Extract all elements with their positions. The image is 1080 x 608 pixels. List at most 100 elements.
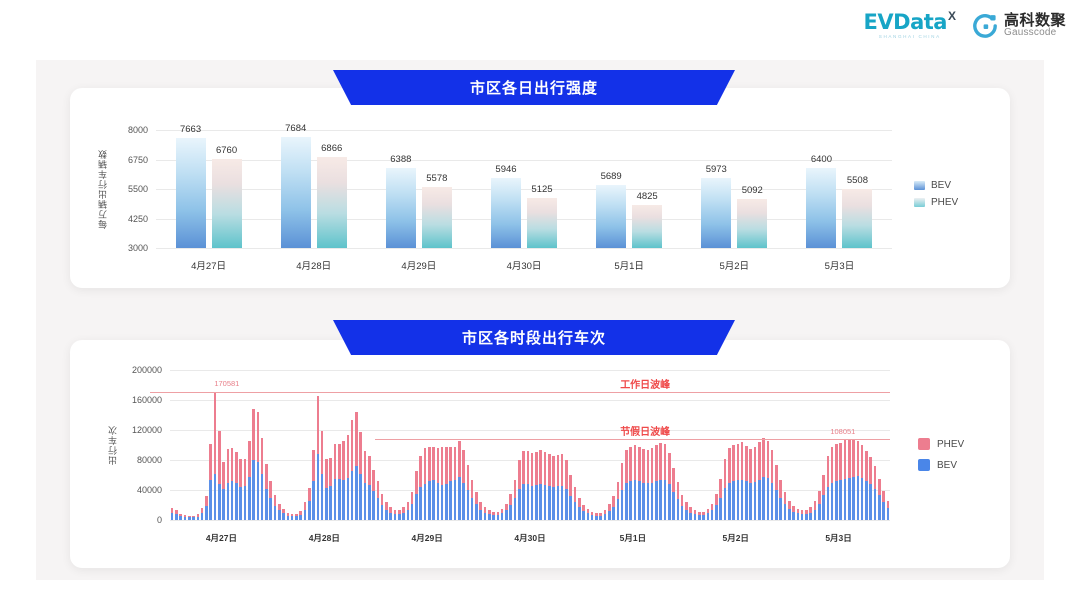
stack-segment-bev: [513, 497, 517, 520]
stack-segment-bev: [719, 497, 723, 520]
stacked-bar: [230, 448, 234, 520]
stack-segment-bev: [303, 509, 307, 520]
stack-segment-bev: [689, 512, 693, 520]
stack-segment-phev: [757, 442, 761, 480]
stacked-bar: [492, 511, 495, 520]
stack-segment-bev: [483, 512, 487, 520]
stack-segment-phev: [445, 447, 448, 484]
stack-segment-phev: [766, 441, 770, 478]
stack-segment-bev: [817, 503, 821, 520]
bar-value-label: 5946: [495, 164, 517, 176]
stack-segment-bev: [509, 505, 513, 520]
stack-segment-phev: [616, 481, 620, 499]
stack-segment-phev: [715, 493, 718, 505]
stacked-bar: [406, 502, 410, 520]
stack-segment-phev: [599, 512, 603, 516]
stack-segment-phev: [856, 440, 860, 476]
stacked-bar: [423, 448, 427, 520]
stacked-bar: [582, 505, 585, 520]
x-axis-label: 4月29日: [411, 533, 443, 543]
stack-segment-phev: [650, 448, 654, 483]
stacked-bar: [783, 492, 787, 520]
stack-segment-phev: [222, 462, 225, 490]
gausscode-mark-icon: [972, 13, 998, 39]
stack-segment-phev: [817, 490, 821, 504]
stacked-bar: [505, 503, 508, 520]
stack-segment-bev: [415, 493, 418, 520]
stacked-bar: [487, 510, 491, 520]
legend-item-bev[interactable]: BEV: [918, 459, 964, 471]
stacked-bar: [753, 447, 757, 520]
stack-segment-phev: [826, 456, 830, 487]
stack-segment-bev: [393, 514, 397, 520]
stacked-bar: [183, 514, 187, 520]
stacked-bar: [290, 513, 294, 520]
stack-segment-bev: [295, 516, 298, 520]
legend-item-bev[interactable]: BEV: [914, 180, 958, 191]
stack-segment-phev: [569, 475, 573, 496]
stacked-bar: [350, 419, 354, 520]
stacked-bar: [560, 454, 564, 520]
stack-segment-phev: [500, 508, 504, 514]
stack-segment-bev: [805, 514, 808, 520]
stacked-bar: [869, 457, 873, 520]
stack-segment-phev: [646, 450, 650, 484]
stack-segment-bev: [440, 484, 444, 520]
y-axis-tick: 3000: [127, 243, 148, 253]
logo-group: EV Data X SHANGHAI CHINA 高科数聚 Gausscode: [864, 10, 1066, 40]
stack-segment-bev: [650, 482, 654, 520]
legend-item-phev[interactable]: PHEV: [918, 438, 964, 450]
stack-segment-bev: [247, 476, 251, 520]
stack-segment-phev: [230, 448, 234, 481]
stacked-bar: [835, 444, 838, 520]
stack-segment-phev: [535, 451, 538, 485]
x-axis-label: 5月2日: [719, 261, 750, 272]
stacked-bar: [547, 454, 551, 520]
stacked-bar: [312, 449, 315, 520]
stack-segment-phev: [702, 511, 705, 515]
stack-segment-bev: [667, 484, 671, 520]
stack-segment-bev: [800, 514, 804, 520]
gridline: [156, 248, 892, 249]
stacked-bar: [273, 495, 277, 520]
section-title-banner-hourly: 市区各时段出行车次: [333, 320, 735, 355]
stacked-bar: [839, 442, 843, 520]
stack-segment-bev: [830, 482, 834, 520]
gridline: [170, 370, 890, 371]
stacked-bar: [496, 511, 500, 520]
stacked-bar: [239, 459, 243, 520]
stacked-bar: [595, 512, 598, 520]
stack-segment-bev: [535, 484, 538, 520]
stacked-bar: [419, 455, 423, 520]
section-title-hourly: 市区各时段出行车次: [461, 329, 606, 347]
stack-segment-phev: [372, 469, 375, 491]
stacked-bar: [732, 445, 735, 520]
stacked-bar: [817, 490, 821, 520]
stack-segment-phev: [680, 494, 684, 506]
stack-segment-phev: [706, 508, 710, 514]
stacked-bar: [389, 507, 393, 520]
stacked-bar: [646, 450, 650, 520]
stack-segment-bev: [492, 514, 495, 520]
stack-segment-phev: [556, 454, 560, 487]
stack-segment-bev: [710, 510, 714, 520]
stack-segment-phev: [573, 487, 577, 502]
stacked-bar: [710, 503, 714, 520]
bar-bev: [701, 177, 732, 248]
stacked-bar: [367, 456, 371, 520]
stack-segment-phev: [170, 508, 174, 514]
stacked-bar: [320, 430, 324, 520]
stacked-bar: [397, 510, 401, 520]
legend-item-phev[interactable]: PHEV: [914, 197, 958, 208]
stack-segment-phev: [783, 492, 787, 505]
bar-bev: [596, 184, 627, 248]
stacked-bar: [689, 507, 693, 520]
stack-segment-bev: [355, 466, 358, 520]
stacked-bar: [886, 500, 890, 520]
stack-segment-phev: [560, 454, 564, 486]
stacked-bar: [702, 511, 705, 520]
stack-segment-bev: [732, 481, 735, 520]
stack-segment-phev: [282, 508, 285, 514]
annotation-label-holiday: 节假日波峰: [620, 426, 671, 438]
stacked-bar: [402, 507, 405, 520]
